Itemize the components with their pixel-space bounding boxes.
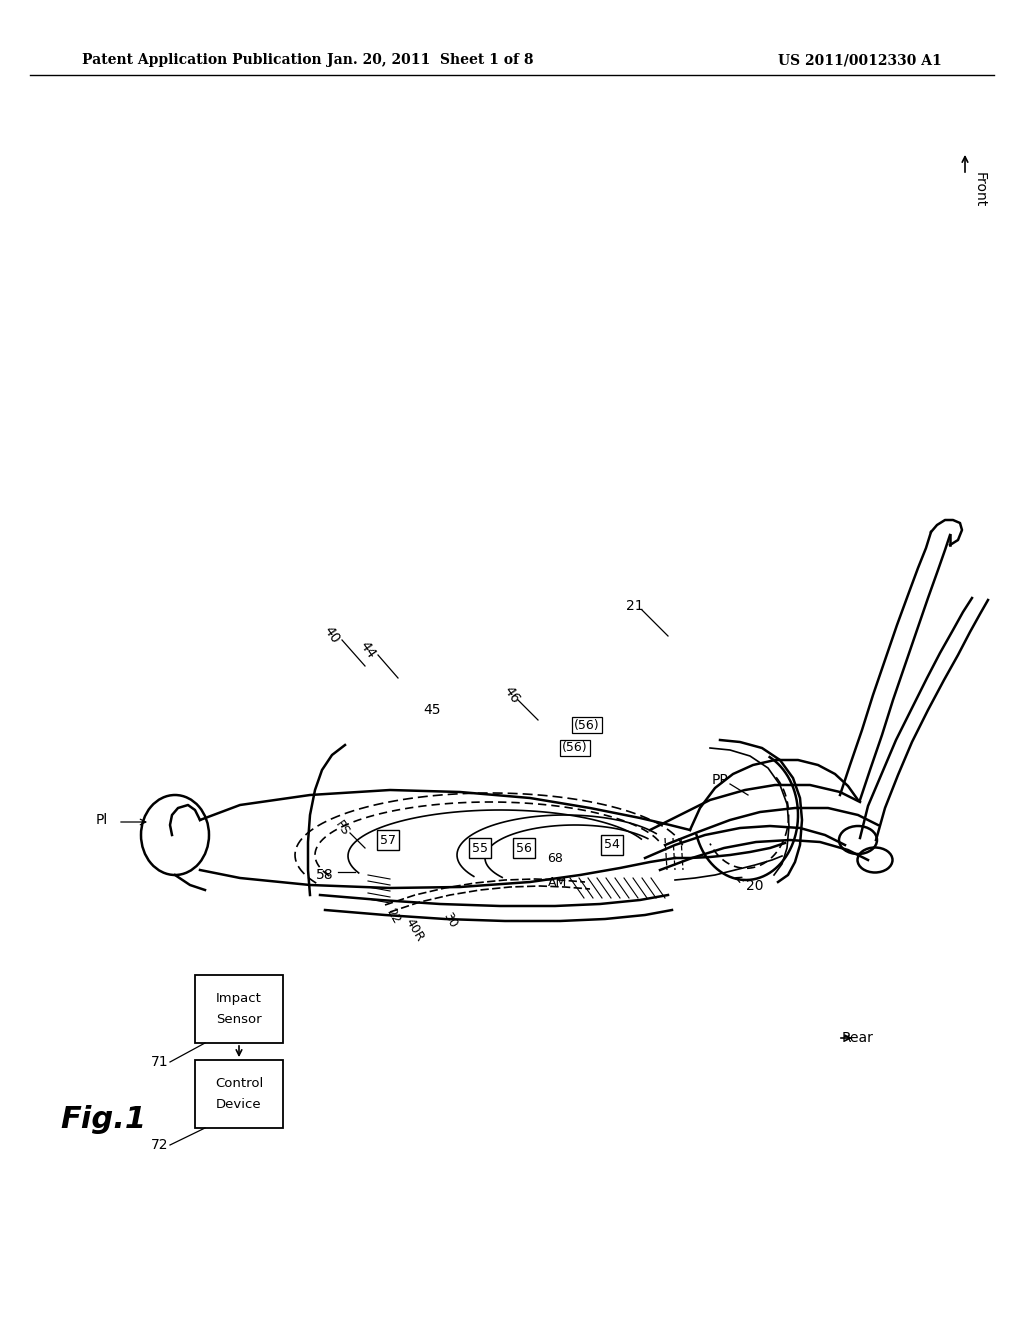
Text: Fig.1: Fig.1 [60,1106,146,1134]
Text: 71: 71 [151,1055,168,1069]
Text: 22: 22 [383,906,402,927]
Text: Front: Front [973,173,987,207]
FancyBboxPatch shape [195,1060,283,1129]
Text: Rear: Rear [842,1031,873,1045]
Text: 30: 30 [440,909,460,931]
Text: (56): (56) [574,718,600,731]
Text: 57: 57 [380,833,396,846]
Text: Pl: Pl [96,813,109,828]
FancyBboxPatch shape [195,975,283,1043]
Text: (56): (56) [562,742,588,755]
Text: 55: 55 [472,842,488,854]
Text: PP: PP [712,774,728,787]
Text: 44: 44 [357,639,379,661]
Text: Impact: Impact [216,993,262,1006]
Text: 54: 54 [604,838,620,851]
Text: 72: 72 [151,1138,168,1152]
Text: 58: 58 [316,869,334,882]
Text: Patent Application Publication: Patent Application Publication [82,53,322,67]
Text: 21: 21 [627,599,644,612]
Text: AM: AM [549,875,567,888]
Text: 56: 56 [516,842,531,854]
Text: 40R: 40R [403,916,427,944]
Text: US 2011/0012330 A1: US 2011/0012330 A1 [778,53,942,67]
Text: PS: PS [332,818,352,838]
Text: 20: 20 [746,879,764,894]
Text: 46: 46 [501,684,523,706]
Text: 40: 40 [322,624,343,647]
Text: 68: 68 [547,851,563,865]
Text: Device: Device [216,1098,262,1110]
Text: Control: Control [215,1077,263,1090]
Text: Jan. 20, 2011  Sheet 1 of 8: Jan. 20, 2011 Sheet 1 of 8 [327,53,534,67]
Text: 45: 45 [423,704,440,717]
Text: Sensor: Sensor [216,1012,262,1026]
